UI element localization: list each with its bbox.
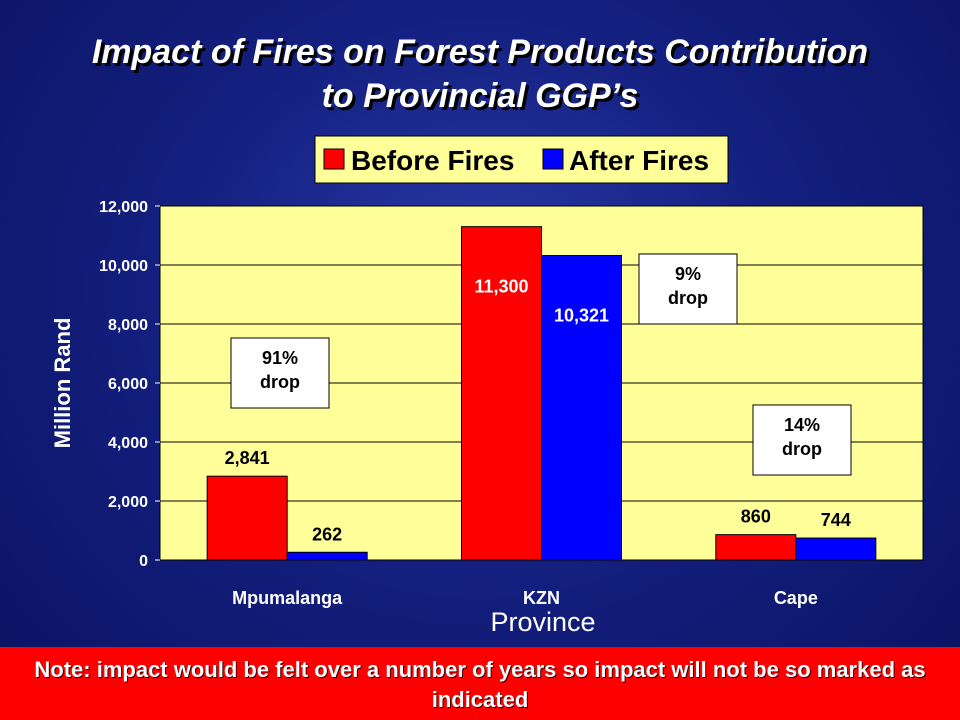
- annotation-text-cape-1: drop: [782, 439, 822, 459]
- data-label-mpumalanga-before-fires: 2,841: [225, 448, 270, 468]
- bar-kzn-before-fires: [461, 226, 542, 561]
- legend-label-before-fires: Before Fires: [351, 145, 514, 176]
- chart-title: Impact of Fires on Forest Products Contr…: [0, 30, 960, 118]
- x-tick-label-mpumalanga: Mpumalanga: [232, 588, 343, 608]
- data-label-mpumalanga-after-fires: 262: [312, 524, 342, 544]
- y-tick-label-0: 0: [139, 553, 148, 570]
- legend: Before Fires After Fires: [314, 135, 729, 184]
- data-label-cape-before-fires: 860: [741, 507, 771, 527]
- bar-mpumalanga-before-fires: [206, 475, 288, 561]
- annotation-text-mpumalanga-0: 91%: [262, 348, 298, 368]
- annotation-text-kzn-0: 9%: [675, 264, 701, 284]
- annotation-kzn: 9% drop: [638, 253, 738, 325]
- data-label-kzn-before-fires: 11,300: [474, 277, 528, 297]
- legend-swatch-before-fires: [323, 148, 345, 170]
- data-label-cape-after-fires: 744: [821, 510, 851, 530]
- annotation-cape: 14% drop: [752, 404, 852, 476]
- annotations: 91% drop 9% drop 14% drop: [230, 253, 852, 476]
- legend-swatch-after-fires: [542, 148, 564, 170]
- y-tick-label-2000: 2,000: [108, 494, 148, 511]
- footer-note: Note: impact would be felt over a number…: [0, 647, 960, 720]
- annotation-box-cape: [752, 404, 852, 476]
- annotation-text-cape-0: 14%: [784, 415, 820, 435]
- title-line-1: Impact of Fires on Forest Products Contr…: [91, 33, 869, 71]
- annotation-mpumalanga: 91% drop: [230, 337, 330, 409]
- annotation-box-mpumalanga: [230, 337, 330, 409]
- x-tick-label-cape: Cape: [774, 588, 818, 608]
- data-labels: 2,841 262 11,300 10,321 860 744: [225, 277, 851, 545]
- y-tick-label-4000: 4,000: [108, 435, 148, 452]
- bar-cape-before-fires: [715, 534, 797, 561]
- bar-kzn-after-fires: [541, 255, 622, 561]
- bar-mpumalanga-after-fires: [286, 551, 368, 561]
- y-axis-ticks: 0 2,000 4,000 6,000 8,000 10,000 12,000: [99, 199, 160, 570]
- bars: [206, 226, 877, 561]
- y-tick-label-6000: 6,000: [108, 376, 148, 393]
- annotation-box-kzn: [638, 253, 738, 325]
- x-tick-label-kzn: KZN: [523, 588, 560, 608]
- y-tick-label-10000: 10,000: [99, 258, 148, 275]
- title-line-2: to Provincial GGP’s: [321, 77, 639, 115]
- y-tick-label-8000: 8,000: [108, 317, 148, 334]
- legend-box: [314, 135, 729, 184]
- annotation-text-kzn-1: drop: [668, 288, 708, 308]
- x-axis-title: Province: [490, 607, 595, 637]
- legend-label-after-fires: After Fires: [569, 145, 709, 176]
- bar-cape-after-fires: [795, 537, 877, 561]
- y-axis-title: Million Rand: [50, 318, 75, 449]
- bar-chart: 0 2,000 4,000 6,000 8,000 10,000 12,000 Mpumal…: [50, 135, 924, 637]
- data-label-kzn-after-fires: 10,321: [554, 306, 609, 326]
- y-tick-label-12000: 12,000: [99, 199, 148, 216]
- x-axis-categories: Mpumalanga KZN Cape: [232, 588, 818, 608]
- annotation-text-mpumalanga-1: drop: [260, 372, 300, 392]
